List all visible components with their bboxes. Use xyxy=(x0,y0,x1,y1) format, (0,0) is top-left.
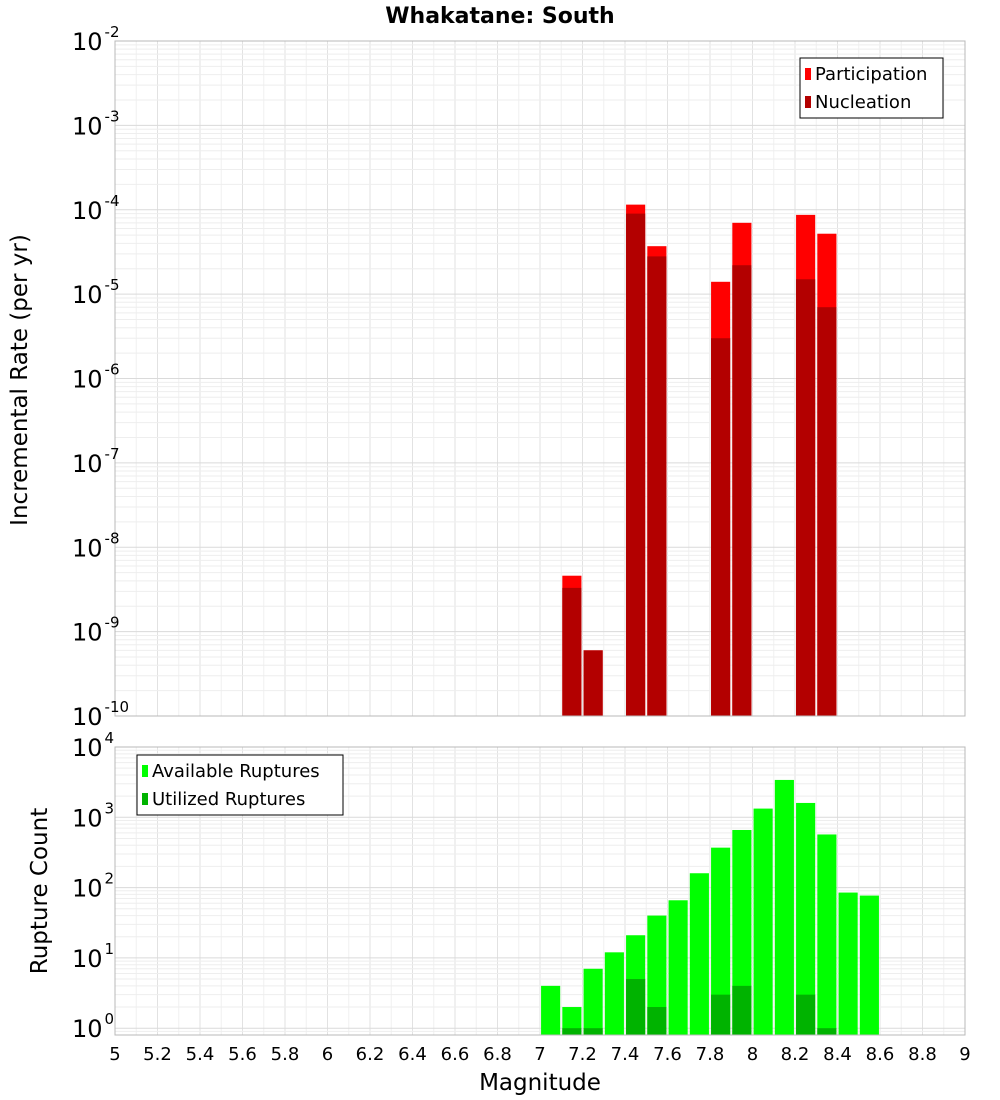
x-tick-label: 7.4 xyxy=(611,1044,640,1065)
x-tick-label: 5.6 xyxy=(228,1044,257,1065)
plot-frame xyxy=(114,746,966,1036)
x-tick-label: 6.6 xyxy=(441,1044,470,1065)
y-tick-label: 10 -4 xyxy=(72,192,120,225)
legend-swatch xyxy=(142,765,148,777)
bar-available-ruptures xyxy=(774,779,794,1035)
bar-nucleation xyxy=(583,650,603,716)
bar-available-ruptures xyxy=(604,952,624,1035)
y-tick-label: 10 0 xyxy=(72,1010,114,1043)
bar-nucleation xyxy=(562,587,582,716)
x-axis-title: Magnitude xyxy=(479,1070,601,1096)
y-tick-label: 10 -2 xyxy=(72,23,120,56)
count-panel: 10 0 10 1 10 2 10 3 10 4 5 5.2 5.4 5.6 5.8 6 6.2 6.4 6.6 6.… xyxy=(72,729,971,1065)
bar-utilized-ruptures xyxy=(817,1028,837,1035)
y-tick-label: 10 4 xyxy=(72,729,114,762)
bar-nucleation xyxy=(647,256,667,716)
bar-nucleation xyxy=(796,279,816,716)
x-tick-label: 5.8 xyxy=(271,1044,300,1065)
x-tick-labels: 5 5.2 5.4 5.6 5.8 6 6.2 6.4 6.6 6.8 7 7.2 7.4 7.6 7.8 8… xyxy=(109,1044,970,1065)
series-available-ruptures xyxy=(541,779,879,1035)
bar-nucleation xyxy=(817,307,837,716)
x-tick-label: 5.4 xyxy=(186,1044,215,1065)
legend-label: Utilized Ruptures xyxy=(152,789,305,810)
x-tick-label: 6 xyxy=(322,1044,333,1065)
bar-available-ruptures xyxy=(711,847,731,1035)
x-tick-label: 7.6 xyxy=(653,1044,682,1065)
legend-label: Nucleation xyxy=(815,92,911,113)
x-tick-label: 7.8 xyxy=(696,1044,725,1065)
legend: Participation Nucleation xyxy=(799,57,944,119)
plot-frame xyxy=(114,40,966,717)
bar-utilized-ruptures xyxy=(796,994,816,1035)
bar-available-ruptures xyxy=(668,900,688,1035)
bar-utilized-ruptures xyxy=(711,994,731,1035)
x-tick-label: 8.8 xyxy=(908,1044,937,1065)
legend-box xyxy=(799,57,944,119)
legend-swatch xyxy=(805,96,811,108)
bar-utilized-ruptures xyxy=(562,1028,582,1035)
bar-utilized-ruptures xyxy=(626,979,646,1035)
y-tick-label: 10 -5 xyxy=(72,276,120,309)
bar-available-ruptures xyxy=(796,802,816,1035)
series-nucleation xyxy=(562,213,837,717)
y-tick-label: 10 -10 xyxy=(72,698,129,731)
bar-available-ruptures xyxy=(583,968,603,1035)
bar-utilized-ruptures xyxy=(647,1007,667,1035)
y-tick-label: 10 -6 xyxy=(72,361,120,394)
y-tick-label: 10 -9 xyxy=(72,614,120,647)
legend-label: Participation xyxy=(815,64,927,85)
y-tick-label: 10 -7 xyxy=(72,445,120,478)
bar-available-ruptures xyxy=(859,895,879,1035)
bar-nucleation xyxy=(626,213,646,717)
x-tick-label: 5.2 xyxy=(143,1044,172,1065)
bar-available-ruptures xyxy=(732,829,752,1035)
x-tick-label: 7 xyxy=(534,1044,545,1065)
bar-utilized-ruptures xyxy=(732,985,752,1035)
x-tick-label: 5 xyxy=(109,1044,120,1065)
y-tick-label: 10 3 xyxy=(72,799,114,832)
legend: Available Ruptures Utilized Ruptures xyxy=(136,754,344,816)
legend-swatch xyxy=(805,68,811,80)
y-tick-label: 10 1 xyxy=(72,940,114,973)
bar-available-ruptures xyxy=(647,915,667,1035)
grid-lines xyxy=(114,40,966,717)
x-tick-label: 6.2 xyxy=(356,1044,385,1065)
top-y-axis-title: Incremental Rate (per yr) xyxy=(7,234,33,526)
bar-nucleation xyxy=(732,265,752,716)
bar-available-ruptures xyxy=(562,1007,582,1035)
legend-label: Available Ruptures xyxy=(152,761,320,782)
x-tick-label: 7.2 xyxy=(568,1044,597,1065)
x-tick-label: 8.4 xyxy=(823,1044,852,1065)
bar-available-ruptures xyxy=(838,892,858,1035)
bar-utilized-ruptures xyxy=(583,1028,603,1035)
x-tick-label: 6.8 xyxy=(483,1044,512,1065)
rate-panel: 10-10 10-9 10-8 10-7 10-6 10-5 10-4 10-3 10 -2 Par… xyxy=(72,23,966,731)
legend-swatch xyxy=(142,793,148,805)
y-tick-label: 10 -3 xyxy=(72,107,120,140)
bar-available-ruptures xyxy=(689,873,709,1035)
y-tick-label: 10 2 xyxy=(72,870,114,903)
series-utilized-ruptures xyxy=(562,979,837,1035)
x-tick-label: 9 xyxy=(959,1044,970,1065)
bar-available-ruptures xyxy=(817,834,837,1035)
x-tick-label: 8.2 xyxy=(781,1044,810,1065)
x-tick-label: 8 xyxy=(747,1044,758,1065)
x-tick-label: 8.6 xyxy=(866,1044,895,1065)
y-tick-labels: 10-10 10-9 10-8 10-7 10-6 10-5 10-4 10-3 10-2 xyxy=(72,23,129,731)
bar-nucleation xyxy=(711,338,731,716)
bottom-y-axis-title: Rupture Count xyxy=(27,808,53,974)
y-tick-label: 10 -8 xyxy=(72,529,120,562)
bar-available-ruptures xyxy=(753,808,773,1035)
bar-available-ruptures xyxy=(541,985,561,1035)
legend-box xyxy=(136,754,344,816)
chart-title: Whakatane: South xyxy=(385,4,614,29)
x-tick-label: 6.4 xyxy=(398,1044,427,1065)
